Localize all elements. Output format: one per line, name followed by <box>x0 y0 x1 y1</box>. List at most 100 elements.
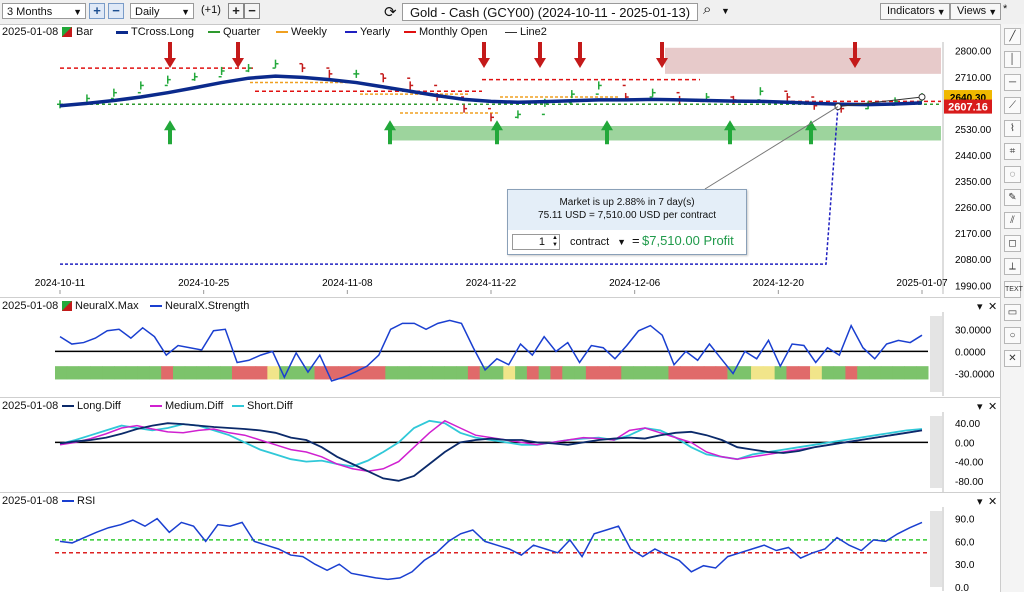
symbol-title[interactable]: Gold - Cash (GCY00) (2024-10-11 - 2025-0… <box>402 3 698 21</box>
buy-arrow-icon <box>164 120 176 145</box>
neuralx-max-band <box>385 366 398 380</box>
neuralx-max-band <box>432 366 445 380</box>
indicators-label: Indicators <box>887 5 935 17</box>
zoom-out-button[interactable]: − <box>108 3 124 19</box>
neuralx-max-band <box>562 366 575 380</box>
drawing-toolbar: ╱ │ ─ ⟋ ⌇ ⌗ ◌ ✎ ⫽ ◻ ⟂ TEXT ▭ ○ ✕ <box>1000 24 1024 592</box>
neuralx-max-band <box>656 366 669 380</box>
legend-item-short-diff[interactable]: Short.Diff <box>232 400 293 412</box>
neuralx-panel: 30.0000 0.0000 -30.0000 2025-01-08 NeuralX… <box>0 298 1000 398</box>
panel-collapse-icon[interactable]: ▾ <box>977 301 983 313</box>
yearly-line <box>60 105 839 265</box>
quantity-stepper[interactable]: 1 ▲ ▼ <box>512 234 560 250</box>
legend-date: 2025-01-08 <box>2 300 59 312</box>
legend-label: Quarter <box>223 26 261 38</box>
panel-close-icon[interactable]: ✕ <box>988 301 998 313</box>
y-tick-label: 40.00 <box>955 419 980 430</box>
panel-close-icon[interactable]: ✕ <box>988 401 998 413</box>
medium-diff-line <box>59 419 923 472</box>
neuralx-max-band <box>397 366 410 380</box>
sell-arrow-icon <box>849 42 861 68</box>
legend-item-bar[interactable]: Bar <box>62 26 93 38</box>
neuralx-max-band <box>420 366 434 380</box>
panel-collapse-icon[interactable]: ▾ <box>977 401 983 413</box>
x-tick-label: 2024-11-22 <box>466 278 517 289</box>
neuralx-max-band <box>66 366 80 380</box>
neuralx-max-band <box>361 366 375 380</box>
neuralx-max-band <box>739 366 752 380</box>
price-chart[interactable]: 2800.002710.002620.002530.002440.002350.… <box>0 24 1000 297</box>
range-select[interactable]: 3 Months ▼ <box>2 3 86 19</box>
legend-item-long-diff[interactable]: Long.Diff <box>62 400 121 412</box>
neuralx-chart[interactable]: 30.0000 0.0000 -30.0000 <box>0 298 1000 397</box>
line-swatch-icon <box>505 31 517 33</box>
panel-collapse-icon[interactable]: ▾ <box>977 496 983 508</box>
ellipse-tool-icon[interactable]: ◌ <box>1004 166 1021 183</box>
box-icon[interactable]: ◻ <box>1004 235 1021 252</box>
indicators-button[interactable]: Indicators ▼ <box>880 3 950 20</box>
legend-item-neuralx-max[interactable]: NeuralX.Max <box>62 300 139 312</box>
x-tick-label: 2024-12-06 <box>609 278 661 289</box>
y-tick-label: 0.0000 <box>955 347 986 358</box>
favorite-star[interactable]: * <box>1003 3 1008 15</box>
legend-item-monthly-open[interactable]: Monthly Open <box>404 26 487 38</box>
tcross-line <box>59 74 923 108</box>
rectangle-icon[interactable]: ▭ <box>1004 304 1021 321</box>
step-up-button[interactable]: + <box>228 3 244 19</box>
search-menu-chevron-icon[interactable]: ▼ <box>721 6 730 16</box>
neuralx-max-band <box>621 366 634 380</box>
sell-arrow-icon <box>656 42 668 68</box>
legend-item-rsi[interactable]: RSI <box>62 495 95 507</box>
diffs-chart[interactable]: 40.00 0.00 -40.00 -80.00 <box>0 398 1000 492</box>
delete-icon[interactable]: ✕ <box>1004 350 1021 367</box>
channel-icon[interactable]: ⌗ <box>1004 143 1021 160</box>
draw-icon[interactable]: ⟋ <box>1004 97 1021 114</box>
panel-close-icon[interactable]: ✕ <box>988 496 998 508</box>
refresh-icon[interactable]: ⟳ <box>384 4 397 21</box>
interval-select[interactable]: Daily ▼ <box>130 3 194 19</box>
search-icon[interactable]: ⌕ <box>703 1 712 18</box>
neuralx-max-band <box>916 366 929 380</box>
y-tick-label: 0.0 <box>955 583 969 592</box>
vertical-line-icon[interactable]: │ <box>1004 51 1021 68</box>
y-tick-label: 2080.00 <box>955 255 992 266</box>
neuralx-max-band <box>113 366 127 380</box>
legend-item-line2[interactable]: Line2 <box>505 26 547 38</box>
neuralx-max-band <box>55 366 68 380</box>
legend-item-yearly[interactable]: Yearly <box>345 26 390 38</box>
parallel-icon[interactable]: ⫽ <box>1004 212 1021 229</box>
last-price-label: 2607.16 <box>948 102 988 114</box>
circle-icon[interactable]: ○ <box>1004 327 1021 344</box>
spinner-icon[interactable]: ▲ ▼ <box>552 235 558 248</box>
short-diff-line <box>59 419 923 468</box>
text-tool-icon[interactable]: TEXT <box>1004 281 1023 298</box>
neuralx-max-band <box>255 366 268 380</box>
legend-item-neuralx-strength[interactable]: NeuralX.Strength <box>150 300 249 312</box>
neuralx-max-band <box>456 366 469 380</box>
legend-item-medium-diff[interactable]: Medium.Diff <box>150 400 223 412</box>
neuralx-max-band <box>786 366 799 380</box>
legend-item-tcross[interactable]: TCross.Long <box>116 26 194 38</box>
neuralx-max-band <box>703 366 717 380</box>
step-down-button[interactable]: − <box>244 3 260 19</box>
neuralx-max-band <box>810 366 823 380</box>
neuralx-max-band <box>444 366 457 380</box>
neuralx-max-band <box>467 366 481 380</box>
neuralx-max-band <box>220 366 233 380</box>
horizontal-line-icon[interactable]: ─ <box>1004 74 1021 91</box>
measure-icon[interactable]: ⟂ <box>1004 258 1021 275</box>
neuralx-max-band <box>774 366 787 380</box>
zoom-in-button[interactable]: + <box>89 3 105 19</box>
pencil-icon[interactable]: ✎ <box>1004 189 1021 206</box>
rsi-chart[interactable]: 90.0 60.0 30.0 0.0 <box>0 493 1000 592</box>
chevron-down-icon: ▼ <box>988 7 998 17</box>
fib-icon[interactable]: ⌇ <box>1004 120 1021 137</box>
unit-select[interactable]: contract ▼ <box>570 236 626 248</box>
neuralx-max-band <box>833 366 846 380</box>
views-button[interactable]: Views ▼ <box>950 3 1002 20</box>
neuralx-max-band <box>90 366 103 380</box>
line-tool-icon[interactable]: ╱ <box>1004 28 1021 45</box>
legend-item-quarter[interactable]: Quarter <box>208 26 260 38</box>
neuralx-max-band <box>585 366 599 380</box>
legend-item-weekly[interactable]: Weekly <box>276 26 327 38</box>
